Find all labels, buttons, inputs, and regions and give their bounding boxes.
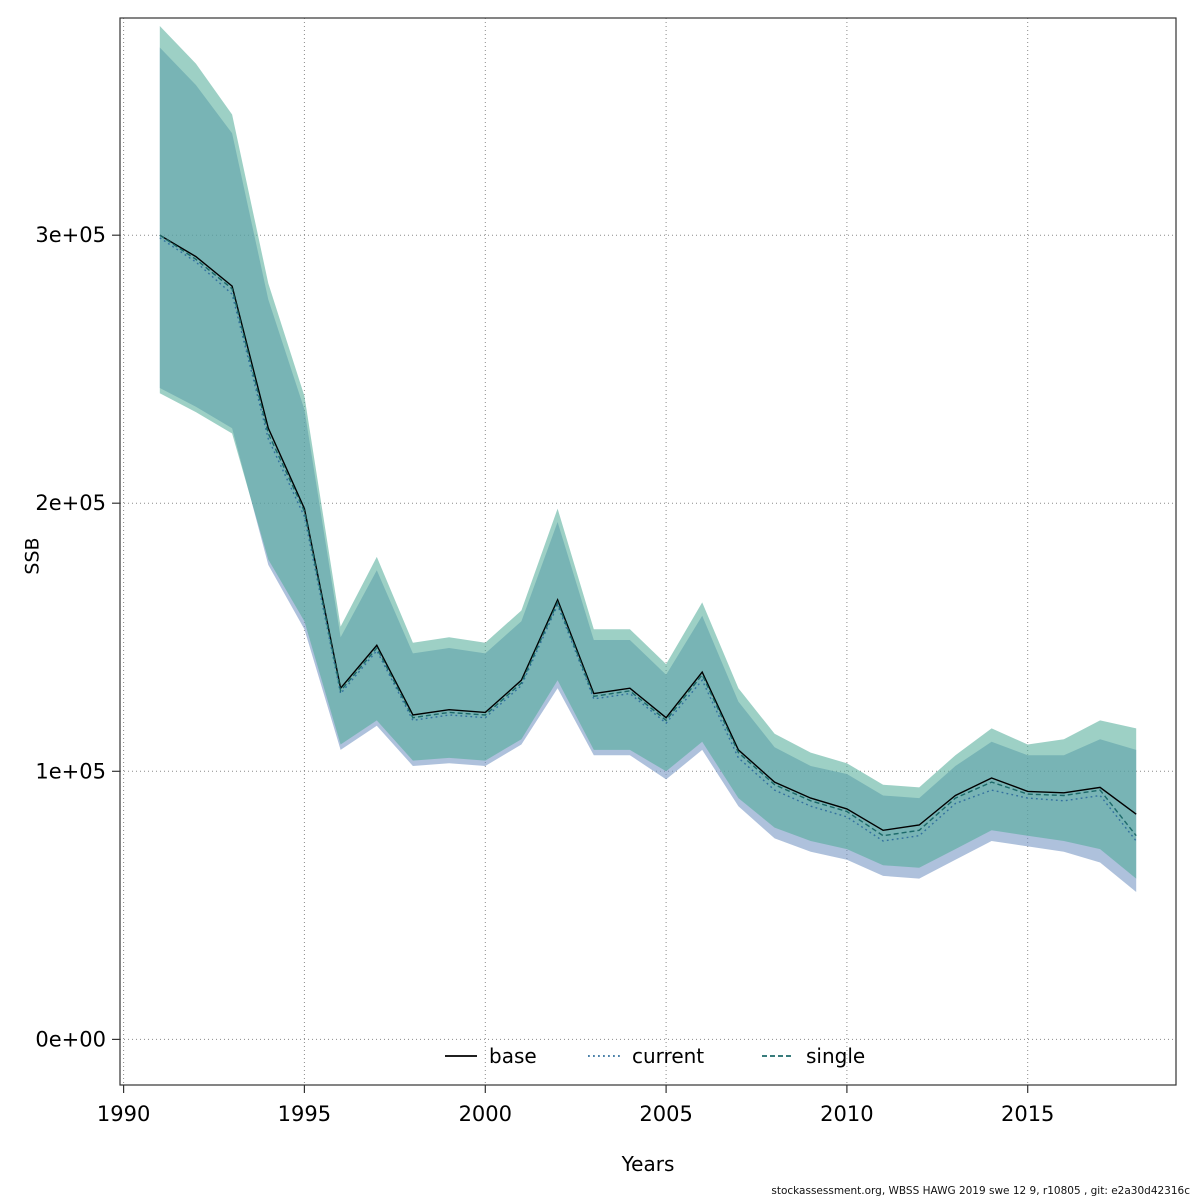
x-tick-label: 2000 bbox=[459, 1102, 512, 1126]
y-tick-label: 3e+05 bbox=[35, 223, 106, 247]
legend-label-current: current bbox=[632, 1044, 704, 1068]
x-tick-label: 2005 bbox=[639, 1102, 692, 1126]
x-axis-label-text: Years bbox=[621, 1152, 675, 1176]
series-line-single bbox=[159, 234, 1137, 837]
x-tick-label: 1990 bbox=[97, 1102, 150, 1126]
y-tick-label: 0e+00 bbox=[35, 1027, 106, 1051]
y-tick-label: 2e+05 bbox=[35, 491, 106, 515]
x-tick-label: 2010 bbox=[820, 1102, 873, 1126]
footer-citation: stockassessment.org, WBSS HAWG 2019 swe … bbox=[771, 1185, 1190, 1197]
legend-label-single: single bbox=[806, 1044, 865, 1068]
y-axis-label: SSB bbox=[21, 537, 44, 575]
confidence-band-single bbox=[159, 26, 1137, 879]
plot-frame bbox=[119, 17, 1177, 1086]
x-axis-label: Years bbox=[0, 1152, 1200, 1176]
series-line-base bbox=[159, 234, 1137, 832]
x-tick-label: 2015 bbox=[1001, 1102, 1054, 1126]
y-tick-label: 1e+05 bbox=[35, 759, 106, 783]
series-line-current bbox=[159, 237, 1137, 842]
x-tick-label: 1995 bbox=[278, 1102, 331, 1126]
legend-label-base: base bbox=[489, 1044, 537, 1068]
